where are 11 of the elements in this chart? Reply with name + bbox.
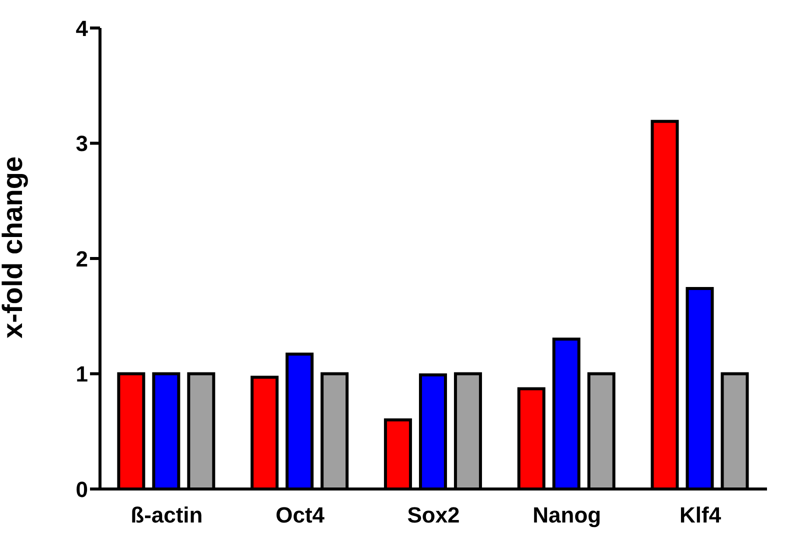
x-tick-label: Oct4 [276,502,326,528]
y-tick-label: 2 [76,246,88,272]
x-tick-label: Klf4 [680,502,722,528]
x-tick-label: ß-actin [130,502,203,528]
y-tick-label: 0 [76,476,88,502]
y-axis-title: x-fold change [0,156,28,338]
y-tick-label: 1 [76,362,88,387]
y-tick-label: 3 [76,131,88,156]
y-tick-label: 4 [76,16,89,41]
x-tick-label: Nanog [532,502,602,528]
x-tick-label: Sox2 [407,502,460,528]
